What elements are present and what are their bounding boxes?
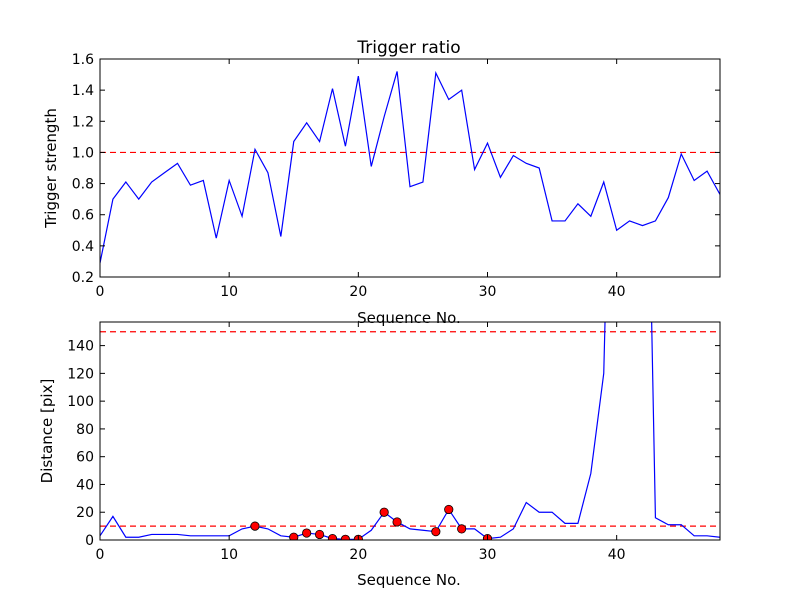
bottom-y-axis-label: Distance [pix] — [38, 379, 56, 484]
trigger-point-marker — [289, 532, 299, 540]
top-y-axis-label: Trigger strength — [42, 108, 60, 229]
y-tick-label: 0.6 — [72, 208, 94, 224]
trigger-point-marker — [250, 521, 260, 531]
y-tick-label: 1.6 — [72, 52, 94, 68]
trigger-point-marker — [457, 524, 467, 534]
x-tick-label: 0 — [96, 284, 105, 300]
x-tick-label: 10 — [220, 284, 238, 300]
trigger-ratio-chart: Trigger ratio 0 10 20 30 40 0.2 0.4 0.6 0.8 1.0 1… — [42, 38, 721, 327]
x-tick-label: 40 — [608, 547, 626, 563]
trigger-point-marker — [392, 517, 402, 527]
y-tick-label: 0.4 — [72, 239, 94, 255]
bottom-x-ticks: 0 10 20 30 40 — [96, 322, 626, 563]
x-tick-label: 30 — [479, 547, 497, 563]
y-tick-label: 100 — [67, 394, 94, 410]
top-x-ticks: 0 10 20 30 40 — [96, 59, 626, 300]
trigger-point-marker — [302, 528, 312, 538]
x-tick-label: 20 — [349, 547, 367, 563]
y-tick-label: 120 — [67, 366, 94, 382]
trigger-point-marker — [431, 527, 441, 537]
trigger-point-marker — [314, 529, 325, 540]
top-x-axis-label: Sequence No. — [357, 309, 461, 327]
bottom-y-ticks: 0 20 40 60 80 100 120 140 — [67, 339, 720, 549]
series-line — [100, 70, 720, 264]
bottom-series-group — [100, 322, 720, 540]
y-tick-label: 80 — [76, 422, 94, 438]
y-tick-label: 1.4 — [72, 83, 94, 99]
trigger-point-marker — [340, 534, 351, 540]
y-tick-label: 0.8 — [72, 177, 94, 193]
x-tick-label: 0 — [96, 547, 105, 563]
y-tick-label: 1.0 — [72, 145, 94, 161]
distance-chart: 0 10 20 30 40 0 20 40 60 80 100 120 140 Sequence No… — [38, 321, 721, 589]
y-tick-label: 60 — [76, 450, 94, 466]
bottom-threshold-group — [100, 331, 720, 527]
x-tick-label: 20 — [349, 284, 367, 300]
series-line — [100, 322, 720, 540]
y-tick-label: 0.2 — [72, 270, 94, 286]
top-plot-frame — [99, 58, 721, 278]
y-tick-label: 1.2 — [72, 114, 94, 130]
trigger-point-marker — [379, 507, 389, 517]
x-tick-label: 10 — [220, 547, 238, 563]
x-tick-label: 30 — [479, 284, 497, 300]
top-series-group — [100, 70, 720, 264]
trigger-point-marker — [327, 534, 338, 540]
bottom-plot-frame — [99, 321, 721, 541]
x-tick-label: 40 — [608, 284, 626, 300]
top-chart-title: Trigger ratio — [356, 38, 460, 58]
y-tick-label: 20 — [76, 505, 94, 521]
top-y-ticks: 0.2 0.4 0.6 0.8 1.0 1.2 1.4 1.6 — [72, 52, 720, 286]
trigger-point-marker — [444, 504, 454, 515]
y-tick-label: 0 — [85, 533, 94, 549]
y-tick-label: 140 — [67, 339, 94, 355]
bottom-x-axis-label: Sequence No. — [357, 571, 461, 589]
y-tick-label: 40 — [76, 477, 94, 493]
